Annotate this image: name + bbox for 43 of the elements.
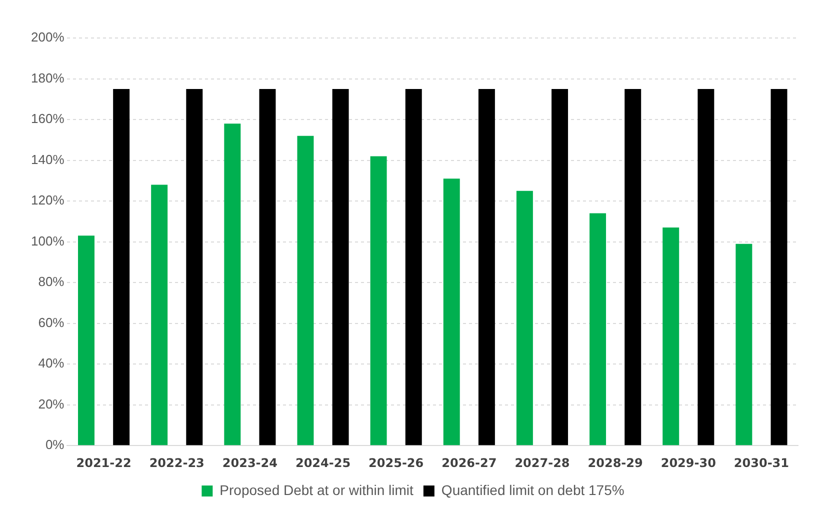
bar xyxy=(662,228,680,446)
x-tick-label: 2030-31 xyxy=(734,456,789,470)
x-tick-label: 2026-27 xyxy=(442,456,497,470)
x-tick-label: 2024-25 xyxy=(295,456,351,470)
bar xyxy=(770,88,788,446)
x-tick-label: 2022-23 xyxy=(149,456,204,470)
y-tick-label: 140% xyxy=(31,152,65,167)
y-tick-label: 100% xyxy=(31,233,65,248)
y-tick-label: 60% xyxy=(38,314,65,330)
bar xyxy=(516,190,533,446)
bar xyxy=(624,88,642,446)
bar xyxy=(370,156,387,446)
legend-label: Quantified limit on debt 175% xyxy=(441,482,624,498)
bar xyxy=(151,184,168,446)
bar xyxy=(297,136,314,446)
bar xyxy=(736,244,752,446)
bar xyxy=(590,213,606,446)
x-tick-label: 2021-22 xyxy=(76,456,132,470)
y-tick-label: 20% xyxy=(38,396,65,412)
x-tick-label: 2028-29 xyxy=(588,456,643,470)
y-tick-label: 200% xyxy=(31,30,65,45)
bar xyxy=(113,88,130,446)
y-tick-label: 160% xyxy=(31,111,65,126)
bar xyxy=(698,88,714,446)
y-tick-label: 0% xyxy=(45,437,65,452)
y-tick-label: 180% xyxy=(31,70,65,86)
bar xyxy=(443,178,460,446)
x-tick-label: 2029-30 xyxy=(660,456,716,470)
y-tick-label: 120% xyxy=(31,192,65,208)
bar xyxy=(478,88,495,446)
x-tick-label: 2023-24 xyxy=(222,456,278,470)
y-tick-label: 80% xyxy=(38,274,65,290)
x-tick-label: 2025-26 xyxy=(368,456,424,470)
bar xyxy=(259,88,276,446)
bar xyxy=(186,88,203,446)
bar xyxy=(332,88,349,446)
bar xyxy=(552,88,568,446)
y-tick-label: 40% xyxy=(38,356,65,371)
bar xyxy=(224,124,241,446)
bar xyxy=(78,236,94,446)
bar xyxy=(405,88,422,446)
x-tick-label: 2027-28 xyxy=(514,456,570,470)
legend-label: Proposed Debt at or within limit xyxy=(220,482,414,498)
